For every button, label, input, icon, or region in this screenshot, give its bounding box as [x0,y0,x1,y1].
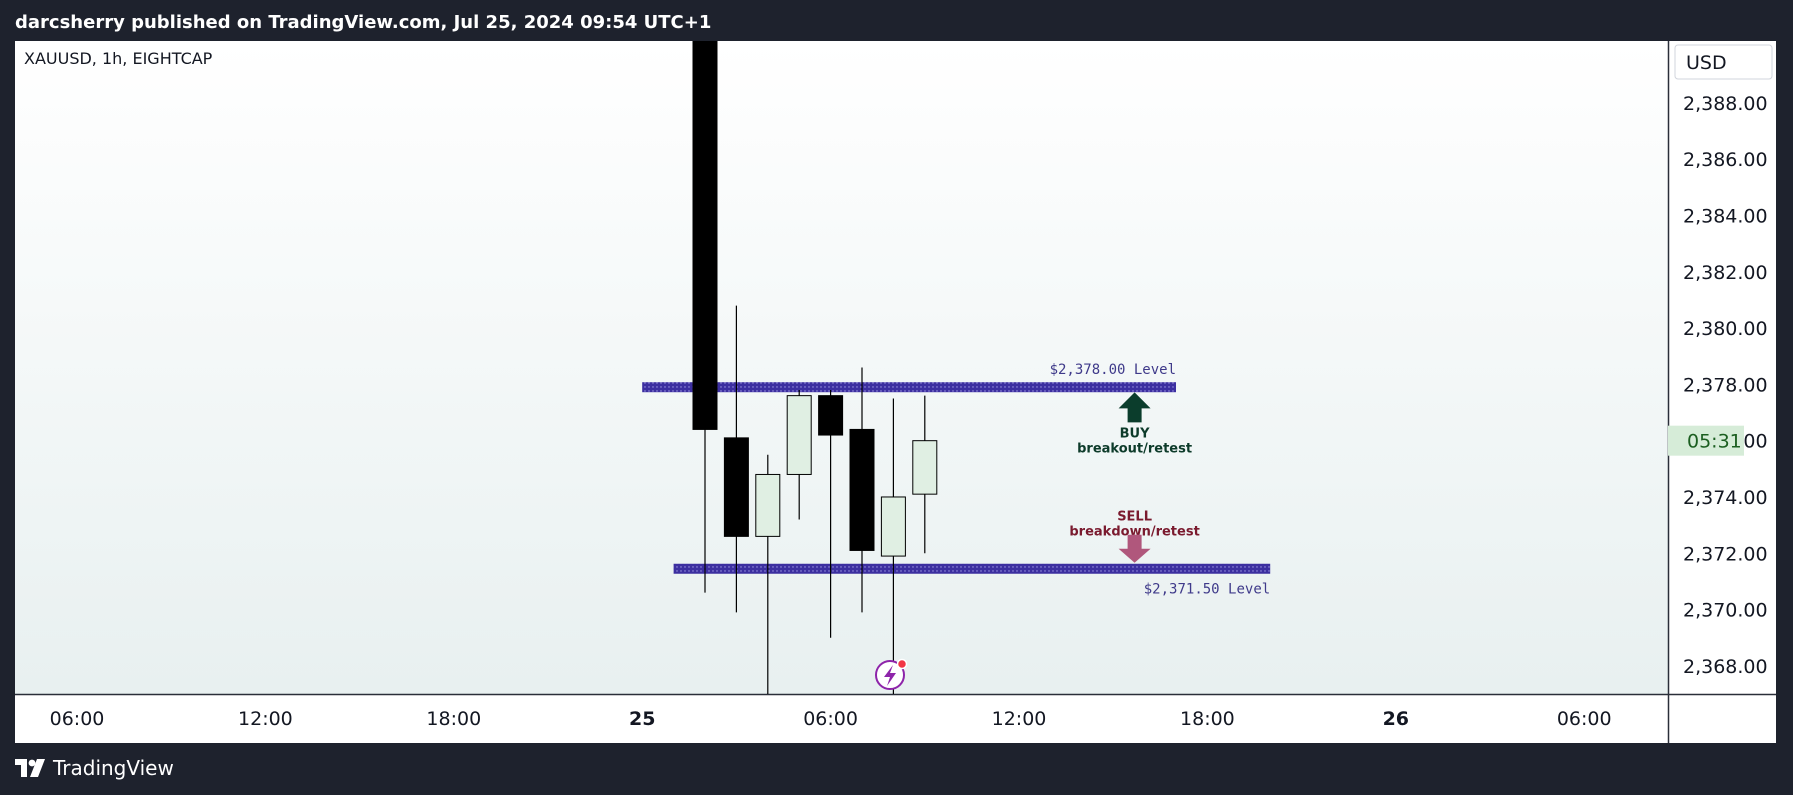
candle-body-bull [912,440,938,495]
countdown-label: 05:31 [1687,431,1742,453]
y-tick-label: 2,388.00 [1683,93,1768,115]
tradingview-logo-icon [15,759,45,777]
plot-background [15,41,1668,694]
y-tick-label: 2,384.00 [1683,206,1768,228]
price-scale-background [1669,41,1776,743]
brand-name: TradingView [53,756,174,780]
candle[interactable] [912,395,938,554]
x-tick-label: 12:00 [238,708,293,730]
tradingview-logo[interactable]: TradingView [15,756,174,780]
y-tick-label: 2,380.00 [1683,318,1768,340]
x-tick-label: 12:00 [992,708,1047,730]
candle-body-bull [755,473,781,537]
x-tick-label: 06:00 [803,708,858,730]
y-tick-label: 2,382.00 [1683,262,1768,284]
x-tick-label: 06:00 [50,708,105,730]
publisher-header: darcsherry published on TradingView.com,… [15,12,712,33]
chart-frame[interactable]: XAUUSD, 1h, EIGHTCAP $2,378.00 Level $2,3… [15,41,1776,743]
level-line[interactable] [673,563,1271,574]
buy-label: BUY [1120,426,1150,441]
x-tick-label: 26 [1383,708,1409,730]
candle[interactable] [755,454,781,694]
x-tick-label: 18:00 [1180,708,1235,730]
x-tick-label: 18:00 [426,708,481,730]
arrow-up-icon [1118,392,1151,423]
y-tick-label: 2,378.00 [1683,374,1768,396]
candle[interactable] [818,390,844,638]
level-resistance[interactable]: $2,378.00 Level [642,362,1176,393]
y-tick-label: 2,372.00 [1683,543,1768,565]
level-support[interactable]: $2,371.50 Level [673,563,1271,598]
x-tick-label: 25 [629,708,655,730]
y-tick-label: 2,386.00 [1683,149,1768,171]
candle-body-bull [880,496,906,557]
candle[interactable] [880,398,906,694]
sell-sublabel: breakdown/retest [1069,525,1199,540]
symbol-title: XAUUSD, 1h, EIGHTCAP [24,49,213,68]
candle-body-bear [692,41,718,430]
y-tick-label: 2,368.00 [1683,656,1768,678]
currency-label: USD [1686,52,1727,74]
candle[interactable] [692,41,718,593]
currency-box[interactable]: USD [1674,44,1773,80]
candle[interactable] [786,390,812,520]
candle[interactable] [849,367,875,613]
candle-body-bull [786,395,812,475]
time-scale-background [15,695,1668,743]
snapshot-button[interactable] [875,658,908,690]
arrow-down-icon [1118,534,1151,563]
level-line[interactable] [642,382,1176,393]
candle-body-bear [849,428,875,551]
countdown-tag: 05:31 [1668,425,1744,456]
lightning-icon [884,665,896,686]
price-chart[interactable]: XAUUSD, 1h, EIGHTCAP $2,378.00 Level $2,3… [15,41,1776,743]
candle-body-bear [723,437,749,537]
level-label: $2,378.00 Level [1050,362,1176,378]
y-tick-label: 2,370.00 [1683,600,1768,622]
candle-body-bear [818,395,844,436]
level-label: $2,371.50 Level [1144,582,1270,598]
sell-label: SELL [1117,510,1152,525]
candle[interactable] [723,305,749,613]
buy-sublabel: breakout/retest [1077,441,1192,456]
y-tick-label: 2,374.00 [1683,487,1768,509]
notification-dot-icon [896,658,908,670]
x-tick-label: 06:00 [1557,708,1612,730]
